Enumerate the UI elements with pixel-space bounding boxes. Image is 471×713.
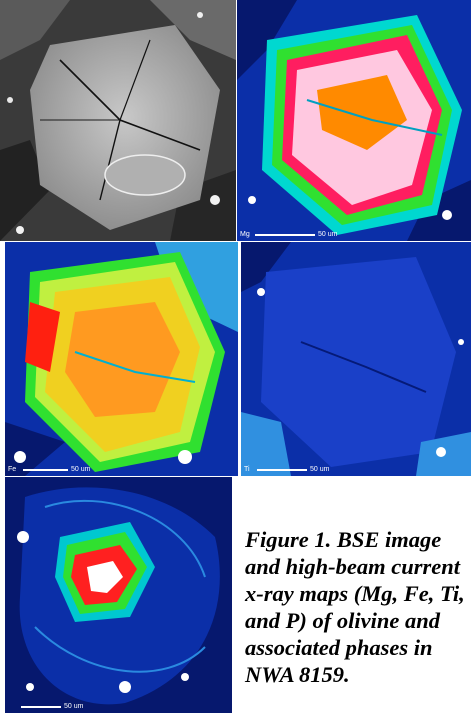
- mg-map-panel: Mg 50 um: [237, 0, 471, 241]
- ti-map-panel: Ti 50 um: [241, 242, 471, 476]
- fe-map-panel: Fe 50 um: [5, 242, 238, 476]
- mg-map-label: Mg: [240, 231, 250, 238]
- fe-map-label: Fe: [8, 466, 17, 473]
- ti-map: [241, 242, 471, 476]
- p-scale-label: 50 um: [64, 703, 84, 710]
- fe-map: [5, 242, 238, 476]
- figure-caption: Figure 1. BSE image and high-beam curren…: [245, 527, 465, 687]
- p-map-panel: 50 um: [5, 477, 232, 713]
- fe-scale-label: 50 um: [71, 466, 91, 473]
- fe-scale-bar: 50 um: [23, 466, 90, 474]
- ti-scale-label: 50 um: [310, 466, 330, 473]
- bse-image-panel: [0, 0, 236, 241]
- mg-scale-bar: 50 um: [255, 231, 337, 239]
- mg-map: [237, 0, 471, 241]
- mg-scale-label: 50 um: [318, 231, 338, 238]
- bse-image: [0, 0, 236, 241]
- p-scale-bar: 50 um: [21, 703, 83, 711]
- ti-scale-bar: 50 um: [257, 466, 329, 474]
- p-map: [5, 477, 232, 713]
- ti-map-label: Ti: [244, 466, 250, 473]
